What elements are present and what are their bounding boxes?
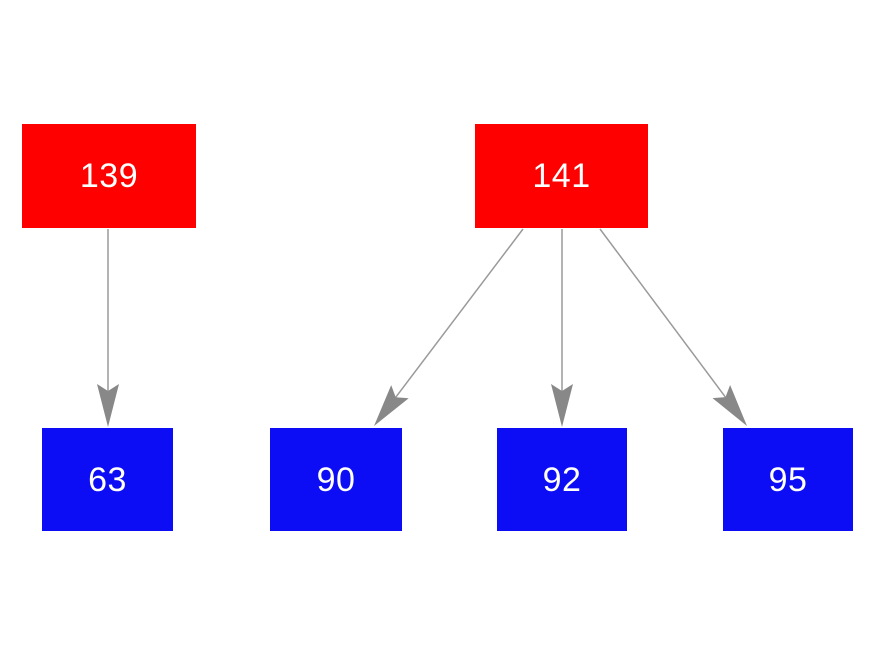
node-label-95: 95: [768, 460, 808, 499]
graph-node-95[interactable]: 95: [723, 428, 853, 531]
graph-edge-139-63: [97, 229, 119, 427]
graph-node-92[interactable]: 92: [497, 428, 627, 531]
graph-edge-141-92: [551, 229, 573, 427]
graph-node-63[interactable]: 63: [42, 428, 173, 531]
graph-node-139[interactable]: 139: [22, 124, 196, 228]
edge-line: [599, 228, 727, 398]
graph-node-141[interactable]: 141: [475, 124, 648, 228]
node-label-92: 92: [542, 460, 582, 499]
graph-node-90[interactable]: 90: [270, 428, 402, 531]
node-label-90: 90: [316, 460, 356, 499]
node-label-139: 139: [79, 157, 139, 195]
arrowhead-icon: [374, 385, 409, 426]
node-label-141: 141: [532, 157, 591, 195]
arrowhead-icon: [712, 385, 747, 426]
arrowhead-icon: [551, 384, 573, 427]
graph-edge-141-95: [599, 228, 747, 426]
graph-edge-141-90: [374, 228, 524, 426]
node-label-63: 63: [88, 460, 127, 499]
arrowhead-icon: [97, 384, 119, 427]
edge-line: [395, 228, 524, 398]
